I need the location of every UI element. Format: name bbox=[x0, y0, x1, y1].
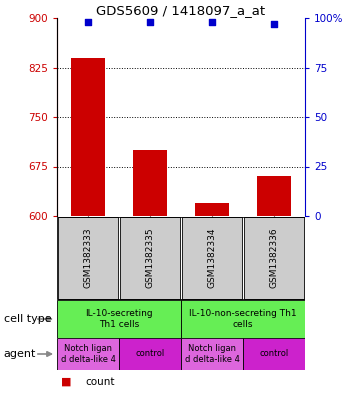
Text: control: control bbox=[135, 349, 164, 358]
Point bbox=[147, 19, 153, 25]
Bar bbox=[133, 150, 167, 216]
Bar bbox=[182, 217, 242, 299]
Text: GSM1382335: GSM1382335 bbox=[146, 228, 154, 288]
Text: IL-10-secreting
Th1 cells: IL-10-secreting Th1 cells bbox=[85, 309, 153, 329]
Bar bbox=[243, 338, 305, 370]
Title: GDS5609 / 1418097_a_at: GDS5609 / 1418097_a_at bbox=[97, 4, 266, 17]
Point bbox=[209, 19, 215, 25]
Bar bbox=[71, 58, 105, 216]
Point bbox=[85, 19, 91, 25]
Text: GSM1382334: GSM1382334 bbox=[208, 228, 217, 288]
Point bbox=[271, 21, 277, 27]
Text: Notch ligan
d delta-like 4: Notch ligan d delta-like 4 bbox=[61, 344, 116, 364]
Bar bbox=[181, 300, 305, 338]
Bar bbox=[119, 338, 181, 370]
Text: GSM1382336: GSM1382336 bbox=[270, 228, 279, 288]
Text: ■: ■ bbox=[61, 377, 71, 387]
Bar bbox=[244, 217, 304, 299]
Bar bbox=[120, 217, 180, 299]
Bar bbox=[195, 203, 229, 216]
Text: control: control bbox=[259, 349, 289, 358]
Bar bbox=[58, 217, 118, 299]
Bar bbox=[57, 300, 181, 338]
Text: GSM1382333: GSM1382333 bbox=[84, 228, 92, 288]
Bar bbox=[181, 338, 243, 370]
Bar bbox=[257, 176, 291, 216]
Text: count: count bbox=[85, 377, 114, 387]
Text: agent: agent bbox=[4, 349, 36, 359]
Text: Notch ligan
d delta-like 4: Notch ligan d delta-like 4 bbox=[184, 344, 239, 364]
Text: IL-10-non-secreting Th1
cells: IL-10-non-secreting Th1 cells bbox=[189, 309, 297, 329]
Text: cell type: cell type bbox=[4, 314, 51, 324]
Bar bbox=[57, 338, 119, 370]
